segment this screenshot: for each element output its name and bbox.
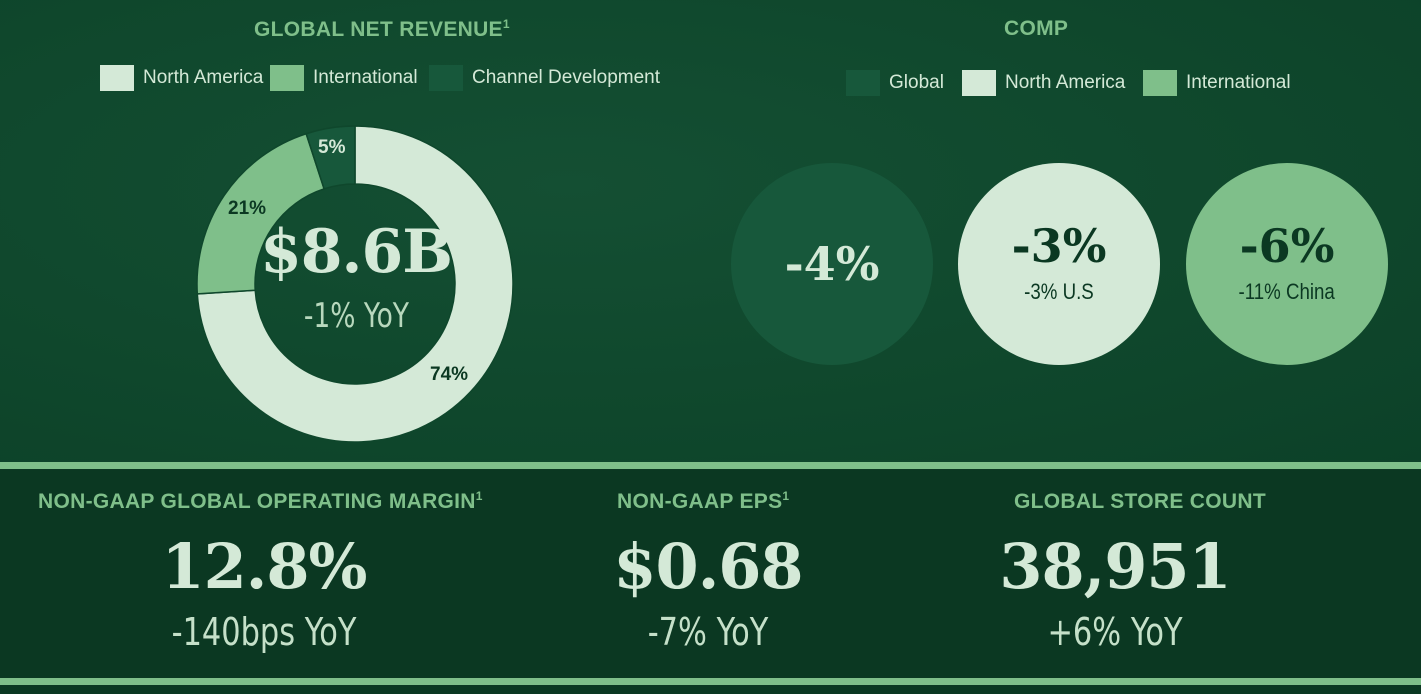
store-count-value: 38,951	[999, 530, 1231, 603]
legend-north-america: North America	[100, 65, 263, 91]
comp-value-international: -6%	[1239, 219, 1335, 273]
comp-legend-label-global: Global	[889, 72, 944, 93]
revenue-footnote: 1	[502, 17, 510, 31]
revenue-yoy: -1% YoY	[303, 296, 409, 336]
comp-legend-label-north-america: North America	[1005, 72, 1126, 93]
comp-swatch-north-america	[962, 70, 996, 96]
legend-label-channel-development: Channel Development	[472, 67, 661, 88]
revenue-center: $8.6B -1% YoY	[206, 222, 506, 336]
comp-swatch-global	[846, 70, 880, 96]
eps-footnote: 1	[782, 489, 790, 503]
store-count-yoy: +6% YoY	[1047, 610, 1183, 654]
comp-sub-international: -11% China	[1238, 279, 1336, 304]
donut-slice-channel-development	[305, 125, 356, 190]
comp-circle-global: -4%	[731, 163, 933, 365]
legend-swatch-north-america	[100, 65, 134, 91]
comp-legend-north-america: North America	[962, 70, 1125, 96]
divider-band	[0, 462, 1421, 469]
divider-band-bottom	[0, 678, 1421, 685]
legend-label-international: International	[313, 67, 418, 88]
comp-circle-north-america: -3% -3% U.S	[958, 163, 1160, 365]
legend-label-north-america: North America	[143, 67, 264, 88]
operating-margin-footnote: 1	[475, 489, 483, 503]
legend-swatch-international	[270, 65, 304, 91]
eps-value: $0.68	[613, 530, 803, 603]
comp-legend-label-international: International	[1186, 72, 1291, 93]
comp-legend-international: International	[1143, 70, 1291, 96]
comp-swatch-international	[1143, 70, 1177, 96]
store-count-title: GLOBAL STORE COUNT	[1014, 489, 1266, 514]
donut-slice-north-america	[196, 125, 514, 443]
operating-margin-yoy: -140bps YoY	[171, 610, 357, 654]
pie-label-international: 21%	[228, 198, 267, 219]
operating-margin-title: NON-GAAP GLOBAL OPERATING MARGIN1	[38, 489, 483, 514]
revenue-title: GLOBAL NET REVENUE1	[254, 17, 510, 42]
comp-legend-global: Global	[846, 70, 944, 96]
footer-strip	[0, 685, 1421, 694]
eps-yoy: -7% YoY	[647, 610, 769, 654]
operating-margin-value: 12.8%	[161, 530, 368, 603]
revenue-total: $8.6B	[260, 217, 453, 287]
eps-title-text: NON-GAAP EPS	[617, 490, 783, 513]
legend-channel-development: Channel Development	[429, 65, 660, 91]
operating-margin-title-text: NON-GAAP GLOBAL OPERATING MARGIN	[38, 490, 476, 513]
pie-label-channel-development: 5%	[318, 137, 346, 158]
comp-value-global: -4%	[784, 237, 880, 291]
comp-value-north-america: -3%	[1011, 219, 1107, 273]
store-count-title-text: GLOBAL STORE COUNT	[1014, 490, 1266, 513]
comp-title: COMP	[1004, 17, 1069, 40]
revenue-title-text: GLOBAL NET REVENUE	[254, 18, 503, 41]
comp-circle-international: -6% -11% China	[1186, 163, 1388, 365]
pie-label-north-america: 74%	[430, 364, 469, 385]
revenue-donut-chart	[196, 125, 514, 443]
eps-title: NON-GAAP EPS1	[617, 489, 789, 514]
legend-international: International	[270, 65, 418, 91]
bottom-panel	[0, 469, 1421, 678]
comp-sub-north-america: -3% U.S	[1024, 279, 1094, 304]
legend-swatch-channel-development	[429, 65, 463, 91]
